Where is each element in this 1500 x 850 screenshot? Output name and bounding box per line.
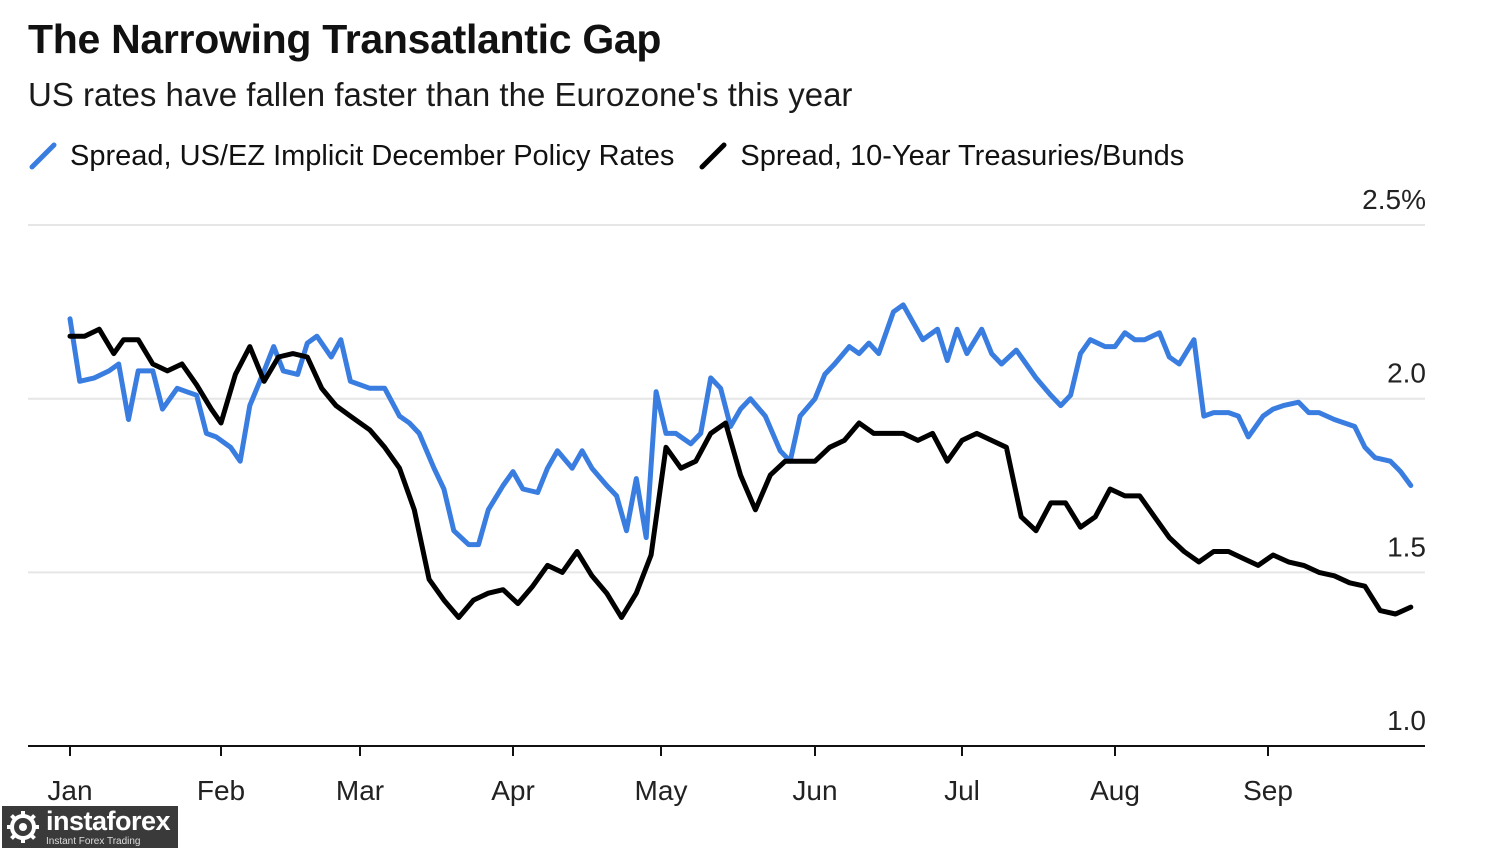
x-tick-label: Jun — [792, 775, 837, 806]
chart-title: The Narrowing Transatlantic Gap — [28, 16, 662, 62]
legend-swatch-blue-icon — [29, 142, 57, 170]
legend-item-treasuries-bunds: Spread, 10-Year Treasuries/Bunds — [698, 140, 1184, 173]
x-tick-label: Jan — [47, 775, 92, 806]
x-tick-label: Apr — [491, 775, 535, 806]
chart-subtitle: US rates have fallen faster than the Eur… — [28, 76, 853, 113]
watermark-brand: instaforex — [46, 805, 171, 836]
chart-legend: Spread, US/EZ Implicit December Policy R… — [28, 136, 1208, 176]
series-line-policy-rates — [67, 302, 1414, 548]
x-axis — [28, 745, 1425, 756]
x-tick-label: May — [635, 775, 688, 806]
x-tick-label: Mar — [336, 775, 384, 806]
watermark-tagline: Instant Forex Trading — [46, 835, 141, 847]
legend-label-treasuries-bunds: Spread, 10-Year Treasuries/Bunds — [740, 139, 1185, 172]
x-axis-labels: Jan Feb Mar Apr May Jun Jul Aug Sep — [47, 775, 1292, 806]
legend-label-policy-rates: Spread, US/EZ Implicit December Policy R… — [70, 139, 675, 172]
x-tick-label: Aug — [1090, 775, 1140, 806]
grid-lines — [28, 224, 1425, 574]
x-tick-label: Jul — [944, 775, 980, 806]
y-tick-label: 2.5% — [1362, 184, 1426, 215]
y-tick-label: 2.0 — [1387, 358, 1426, 389]
legend-swatch-black-icon — [699, 142, 727, 170]
y-tick-label: 1.0 — [1387, 705, 1426, 736]
series-line-treasuries-bunds — [67, 326, 1414, 620]
x-tick-label: Sep — [1243, 775, 1293, 806]
y-axis-labels: 2.5% 2.0 1.5 1.0 — [1362, 184, 1426, 736]
series-lines — [67, 302, 1414, 620]
y-tick-label: 1.5 — [1387, 531, 1426, 562]
gear-logo-icon — [7, 811, 39, 843]
instaforex-watermark: instaforex Instant Forex Trading — [2, 806, 178, 848]
x-tick-label: Feb — [197, 775, 245, 806]
legend-item-policy-rates: Spread, US/EZ Implicit December Policy R… — [28, 140, 674, 173]
